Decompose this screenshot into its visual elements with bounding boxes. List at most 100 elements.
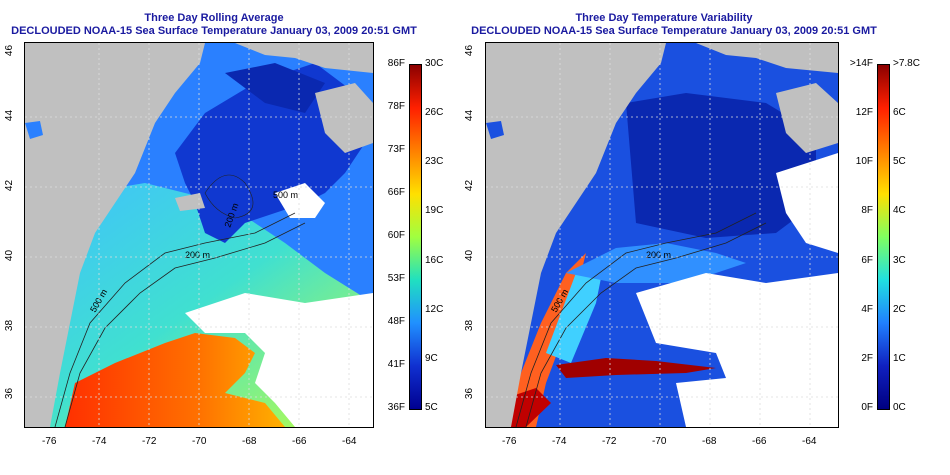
nova-scotia-land-var — [776, 83, 838, 153]
gulf-of-maine-water — [175, 63, 365, 243]
right-colorbar-c-label: 2C — [893, 303, 906, 315]
left-title-line2: DECLOUDED NOAA-15 Sea Surface Temperatur… — [11, 25, 417, 37]
left-ytick-2: 42 — [4, 179, 16, 192]
right-colorbar-c-label: 6C — [893, 107, 906, 119]
right-grid — [486, 43, 838, 427]
right-colorbar-f-label: 0F — [861, 402, 873, 413]
right-colorbar-f-label: 2F — [861, 352, 873, 364]
right-colorbar-f-label: 4F — [861, 303, 873, 315]
right-xtick-0: -76 — [502, 436, 517, 447]
lake-water — [25, 121, 43, 139]
contour-bank — [204, 174, 254, 219]
left-ytick-0: 46 — [4, 44, 16, 57]
canada-land — [235, 43, 373, 73]
left-ytick-4: 38 — [4, 319, 16, 332]
right-title-line1: Three Day Temperature Variability — [575, 12, 753, 24]
left-sst-map: 200 m 500 m 200 m 500 m — [24, 42, 374, 428]
cloud-patch-var — [776, 153, 838, 253]
right-ytick-4: 38 — [464, 319, 476, 332]
left-colorbar-f-label: 53F — [387, 273, 405, 284]
canada-land-var — [696, 43, 838, 73]
left-colorbar-f-label: 41F — [387, 359, 405, 370]
left-colorbar-f-label: 73F — [387, 144, 405, 155]
right-ytick-5: 36 — [464, 387, 476, 400]
left-grid — [25, 43, 373, 427]
right-colorbar — [877, 64, 890, 410]
contour-500m-var — [525, 222, 767, 427]
right-ytick-0: 46 — [464, 44, 476, 57]
cape-cod-land — [175, 193, 205, 211]
contour-label-500m-b: 500 m — [273, 190, 298, 200]
left-colorbar-c-label: 16C — [425, 254, 444, 266]
left-ytick-1: 44 — [4, 109, 16, 122]
right-ytick-2: 42 — [464, 179, 476, 192]
contour-500m — [64, 222, 306, 427]
left-colorbar-f-label: 78F — [387, 101, 405, 112]
left-map-svg: 200 m 500 m 200 m 500 m — [25, 43, 373, 427]
right-colorbar-f-label: >14F — [849, 58, 873, 69]
left-xtick-1: -74 — [92, 436, 107, 447]
right-colorbar-f-label: 10F — [855, 156, 873, 168]
gulf-stream — [65, 333, 285, 427]
left-xtick-6: -64 — [342, 436, 357, 447]
left-ytick-5: 36 — [4, 387, 16, 400]
left-xtick-4: -68 — [242, 436, 257, 447]
right-map-svg: 200 m 500 m — [486, 43, 838, 427]
right-ytick-1: 44 — [464, 109, 476, 122]
gulf-maine-low-variability — [626, 93, 816, 238]
contour-200m — [54, 212, 296, 427]
left-colorbar-f-label: 48F — [387, 316, 405, 327]
contour-label-200m-var: 200 m — [646, 250, 671, 260]
right-ytick-3: 40 — [464, 249, 476, 262]
right-colorbar-c-label: 4C — [893, 205, 906, 217]
left-xtick-3: -70 — [192, 436, 207, 447]
left-xtick-0: -76 — [42, 436, 57, 447]
left-colorbar-c-label: 30C — [425, 58, 444, 69]
left-colorbar-c-label: 9C — [425, 352, 438, 364]
us-east-coast-land — [25, 43, 205, 427]
left-title-line1: Three Day Rolling Average — [144, 12, 284, 24]
left-colorbar-c-label: 23C — [425, 156, 444, 168]
lake-water-var — [486, 121, 504, 139]
right-xtick-3: -70 — [652, 436, 667, 447]
shelf-moderate-variability — [546, 253, 606, 363]
right-colorbar-f-label: 8F — [861, 205, 873, 217]
southern-high-variability — [506, 388, 551, 427]
right-xtick-2: -72 — [602, 436, 617, 447]
coastal-high-variability — [506, 253, 586, 427]
right-colorbar-c-label: 1C — [893, 352, 906, 364]
no-data-area-var — [636, 273, 838, 427]
gulf-stream-front — [556, 358, 716, 378]
no-data-area — [185, 293, 373, 427]
right-colorbar-c-label: >7.8C — [893, 58, 920, 69]
left-colorbar-c-label: 26C — [425, 107, 444, 119]
contour-200m-var — [515, 212, 757, 427]
right-colorbar-c-label: 5C — [893, 156, 906, 168]
left-colorbar-c-label: 19C — [425, 205, 444, 217]
contour-label-200m: 200 m — [185, 250, 210, 260]
right-xtick-6: -64 — [802, 436, 817, 447]
cold-patch — [225, 63, 325, 113]
right-title-line2: DECLOUDED NOAA-15 Sea Surface Temperatur… — [471, 25, 877, 37]
cloud-patch — [275, 183, 325, 218]
right-colorbar-f-label: 12F — [855, 107, 873, 119]
left-colorbar-f-label: 60F — [387, 230, 405, 241]
nova-scotia-land — [315, 83, 373, 153]
left-colorbar-f-label: 66F — [387, 187, 405, 198]
right-colorbar-c-label: 3C — [893, 254, 906, 266]
left-xtick-5: -66 — [292, 436, 307, 447]
right-xtick-4: -68 — [702, 436, 717, 447]
right-xtick-1: -74 — [552, 436, 567, 447]
left-colorbar-c-label: 12C — [425, 303, 444, 315]
left-colorbar — [409, 64, 422, 410]
right-colorbar-c-label: 0C — [893, 402, 906, 413]
left-colorbar-c-label: 5C — [425, 402, 438, 413]
right-colorbar-f-label: 6F — [861, 254, 873, 266]
right-xtick-5: -66 — [752, 436, 767, 447]
left-ytick-3: 40 — [4, 249, 16, 262]
us-east-coast-land-var — [486, 43, 666, 427]
left-colorbar-f-label: 86F — [387, 58, 405, 69]
left-colorbar-f-label: 36F — [387, 402, 405, 413]
left-xtick-2: -72 — [142, 436, 157, 447]
right-variability-map: 200 m 500 m — [485, 42, 839, 428]
